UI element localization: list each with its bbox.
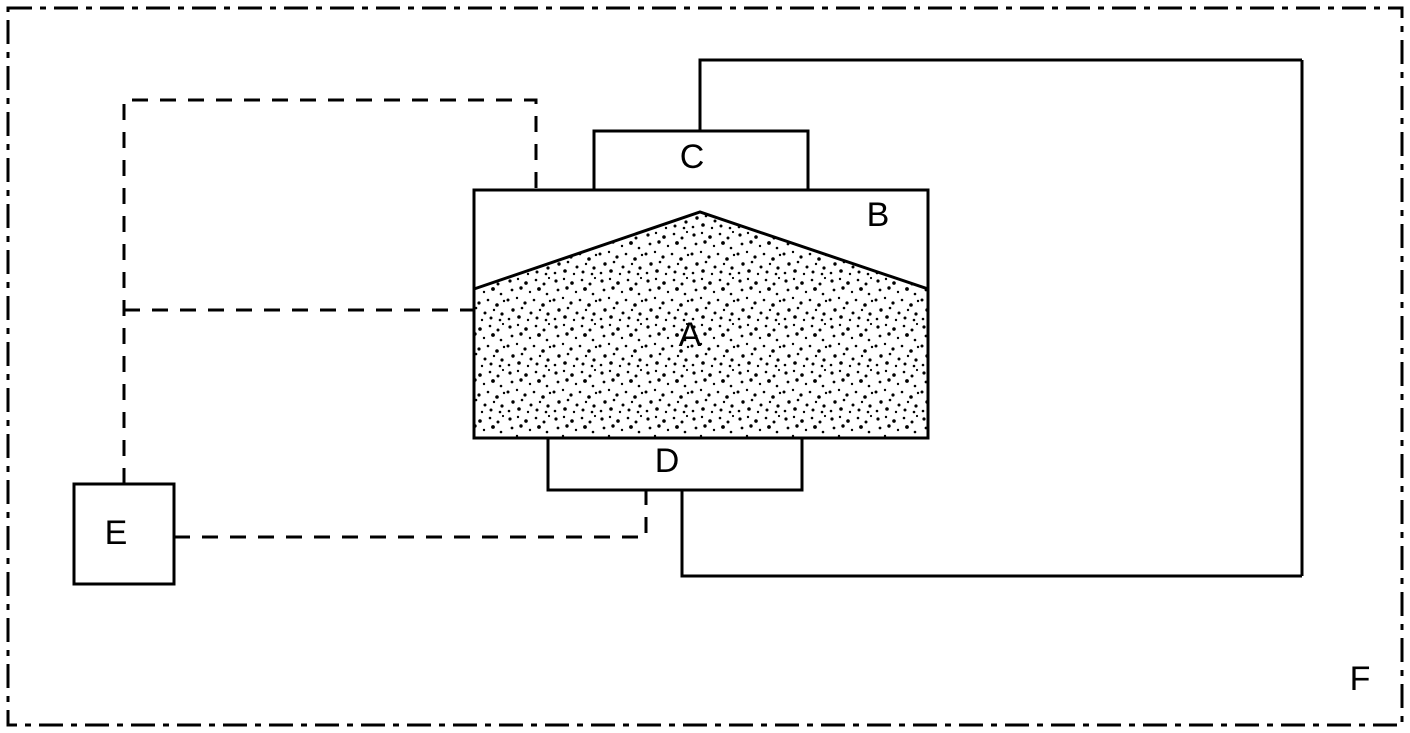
dashed-e-to-d xyxy=(174,490,646,537)
label-c: C xyxy=(680,138,705,176)
line-c-to-right xyxy=(700,60,1302,131)
label-b: B xyxy=(867,196,890,234)
line-d-to-right xyxy=(682,490,1302,576)
label-d: D xyxy=(655,442,680,480)
label-a: A xyxy=(679,316,702,354)
label-e: E xyxy=(105,514,128,552)
label-f: F xyxy=(1350,660,1371,698)
